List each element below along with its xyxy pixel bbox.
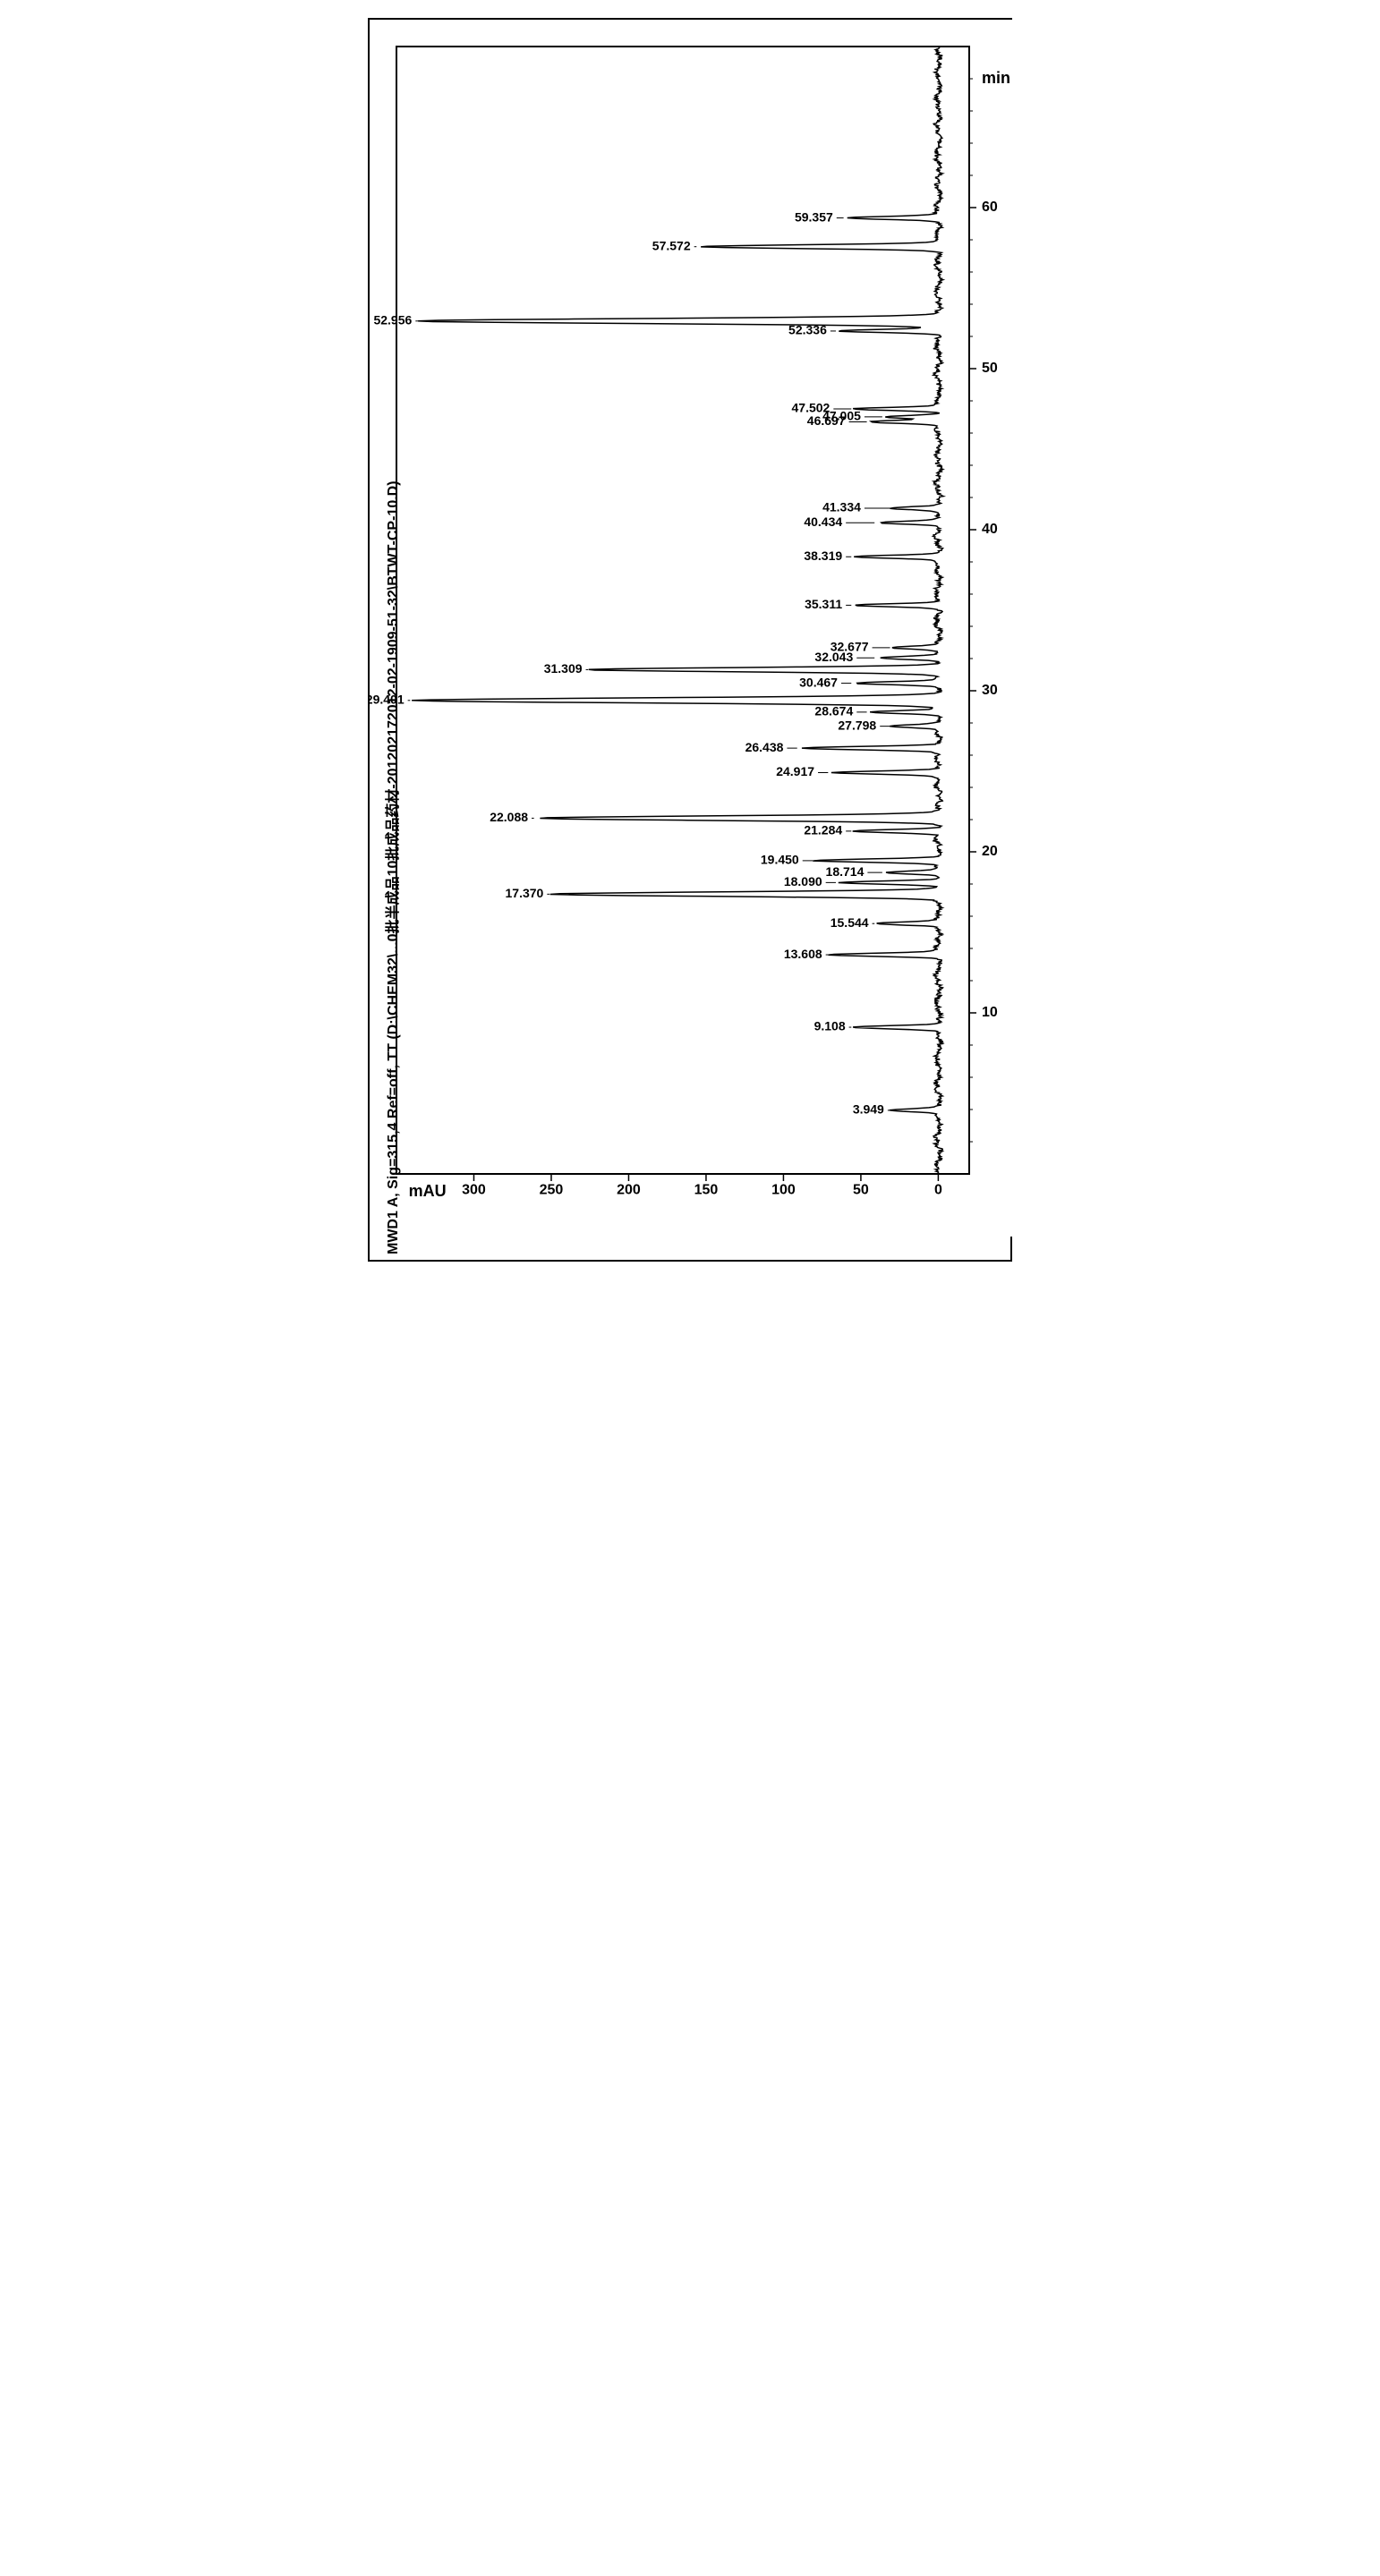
svg-text:150: 150 xyxy=(694,1182,719,1197)
svg-text:300: 300 xyxy=(462,1182,486,1197)
svg-text:9.108: 9.108 xyxy=(814,1019,846,1033)
svg-text:26.438: 26.438 xyxy=(745,740,784,754)
svg-text:27.798: 27.798 xyxy=(838,718,876,732)
svg-text:28.674: 28.674 xyxy=(814,704,853,718)
svg-text:52.336: 52.336 xyxy=(788,323,827,337)
svg-text:20: 20 xyxy=(982,844,998,859)
svg-text:15.544: 15.544 xyxy=(831,915,869,930)
svg-text:30: 30 xyxy=(982,683,998,698)
svg-text:50: 50 xyxy=(853,1182,869,1197)
svg-text:40.434: 40.434 xyxy=(804,514,842,529)
svg-text:18.714: 18.714 xyxy=(826,864,865,879)
svg-text:40: 40 xyxy=(982,522,998,537)
svg-text:0: 0 xyxy=(934,1182,942,1197)
svg-text:min: min xyxy=(982,69,1010,87)
svg-text:250: 250 xyxy=(540,1182,564,1197)
svg-text:60: 60 xyxy=(982,200,998,215)
svg-text:18.090: 18.090 xyxy=(784,874,822,888)
svg-text:59.357: 59.357 xyxy=(795,209,833,224)
svg-text:32.677: 32.677 xyxy=(831,640,869,654)
svg-text:mAU: mAU xyxy=(409,1182,447,1200)
svg-text:17.370: 17.370 xyxy=(505,886,543,900)
svg-text:31.309: 31.309 xyxy=(544,661,583,676)
svg-text:19.450: 19.450 xyxy=(761,853,799,867)
svg-text:35.311: 35.311 xyxy=(805,597,842,611)
svg-text:47.502: 47.502 xyxy=(791,401,830,415)
svg-text:200: 200 xyxy=(617,1182,641,1197)
svg-text:57.572: 57.572 xyxy=(652,238,691,252)
chromatogram-svg: 10 20 30 40 50 60 0 50 100 150 200 250 300 3.949 9.1… xyxy=(370,20,1014,1237)
svg-text:13.608: 13.608 xyxy=(784,947,822,961)
chromatogram-chart: MWD1 A, Sig=315,4 Ref=off, TT (D:\CHEM32… xyxy=(368,18,1012,1262)
svg-text:3.949: 3.949 xyxy=(853,1102,884,1117)
svg-text:24.917: 24.917 xyxy=(776,764,814,778)
svg-text:22.088: 22.088 xyxy=(490,810,528,824)
svg-text:52.956: 52.956 xyxy=(373,312,412,327)
svg-text:41.334: 41.334 xyxy=(822,500,861,514)
svg-text:38.319: 38.319 xyxy=(804,548,842,563)
chart-title: MWD1 A, Sig=315,4 Ref=off, TT (D:\CHEM32… xyxy=(380,480,402,1254)
svg-text:21.284: 21.284 xyxy=(804,823,842,837)
svg-text:30.467: 30.467 xyxy=(799,675,838,689)
svg-text:10: 10 xyxy=(982,1005,998,1020)
svg-text:50: 50 xyxy=(982,361,998,376)
svg-text:100: 100 xyxy=(771,1182,796,1197)
